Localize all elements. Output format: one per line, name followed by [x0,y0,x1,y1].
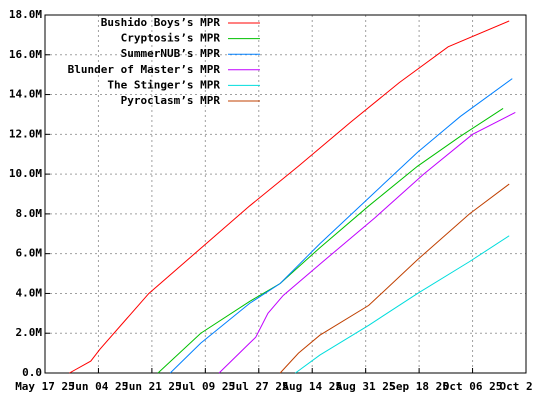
x-tick-label: Jun 21 25 [122,380,182,393]
y-tick-label: 2.0M [16,326,43,339]
series-line [69,20,510,374]
y-tick-label: 8.0M [16,207,43,220]
legend-label: Cryptosis’s MPR [121,32,221,45]
x-tick-label: Aug 31 25 [336,380,396,393]
x-tick-label: Aug 14 25 [282,380,342,393]
x-tick-label: Oct 24 2 [500,380,533,393]
legend-label: SummerNUB’s MPR [121,47,221,60]
plot-frame [44,14,527,374]
y-tick-label: 16.0M [9,48,42,61]
y-tick-label: 18.0M [9,8,42,21]
x-tick-label: May 17 25 [15,380,75,393]
x-tick-label: Oct 06 25 [443,380,503,393]
x-tick-label: Jul 09 25 [176,380,236,393]
legend-label: Bushido Boys’s MPR [101,16,221,29]
legend-label: The Stinger’s MPR [107,78,220,91]
y-tick-label: 14.0M [9,88,42,101]
x-tick-label: Jun 04 25 [69,380,129,393]
x-tick-label: Jul 27 25 [229,380,289,393]
series-line [218,112,516,374]
series-line [279,183,510,374]
y-tick-label: 12.0M [9,127,42,140]
series-line [295,235,510,374]
series-line [169,78,513,374]
y-tick-label: 6.0M [16,247,43,260]
y-tick-label: 0.0 [22,366,42,379]
legend-label: Blunder of Master’s MPR [68,63,221,76]
x-tick-label: Sep 18 25 [389,380,449,393]
series-line [157,108,504,374]
y-tick-label: 10.0M [9,167,42,180]
y-tick-label: 4.0M [16,286,43,299]
legend-label: Pyroclasm’s MPR [121,94,221,107]
